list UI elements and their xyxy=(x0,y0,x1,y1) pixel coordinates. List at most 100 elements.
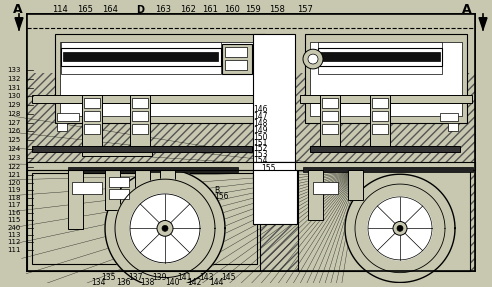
Text: 151: 151 xyxy=(253,139,268,148)
Bar xyxy=(61,42,221,48)
Text: 115: 115 xyxy=(7,217,21,223)
Bar xyxy=(84,111,100,121)
Bar xyxy=(320,96,340,150)
Text: 159: 159 xyxy=(245,5,261,14)
Bar xyxy=(372,124,388,134)
Text: 147: 147 xyxy=(253,112,268,121)
Text: 158: 158 xyxy=(269,5,285,14)
Polygon shape xyxy=(130,194,200,263)
Text: 138: 138 xyxy=(140,278,155,287)
Text: 140: 140 xyxy=(165,278,180,287)
Bar xyxy=(225,47,247,57)
Text: 162: 162 xyxy=(180,5,196,14)
Polygon shape xyxy=(345,174,455,282)
Text: 133: 133 xyxy=(7,67,21,73)
Bar xyxy=(322,124,338,134)
Text: 156: 156 xyxy=(214,192,228,201)
Bar xyxy=(61,48,221,66)
Bar xyxy=(318,42,442,48)
Circle shape xyxy=(308,54,318,64)
Bar xyxy=(253,34,295,162)
Bar xyxy=(370,96,390,150)
Polygon shape xyxy=(115,179,215,278)
Text: 139: 139 xyxy=(153,273,167,282)
Text: 163: 163 xyxy=(155,5,171,14)
Bar xyxy=(32,173,257,264)
Bar xyxy=(303,167,473,172)
Text: 142: 142 xyxy=(187,278,202,287)
Bar xyxy=(308,170,323,220)
Bar xyxy=(63,52,218,61)
Bar xyxy=(57,123,67,131)
Bar xyxy=(109,189,129,199)
Bar xyxy=(61,66,221,74)
Text: 122: 122 xyxy=(7,164,21,170)
Bar xyxy=(27,170,260,271)
Text: 117: 117 xyxy=(7,202,21,208)
Bar xyxy=(322,98,338,108)
Bar xyxy=(105,170,120,210)
Text: 134: 134 xyxy=(91,278,106,287)
Bar xyxy=(82,150,152,156)
Text: 118: 118 xyxy=(7,195,21,201)
Text: 114: 114 xyxy=(52,5,68,14)
Bar xyxy=(440,113,458,121)
Text: 131: 131 xyxy=(7,85,21,91)
Text: 161: 161 xyxy=(202,5,218,14)
Bar xyxy=(135,170,150,195)
Text: 165: 165 xyxy=(77,5,93,14)
Bar xyxy=(320,52,440,61)
Bar xyxy=(222,44,252,74)
Text: 126: 126 xyxy=(7,128,21,134)
Text: 123: 123 xyxy=(7,155,21,161)
Bar xyxy=(225,60,247,70)
Text: A: A xyxy=(13,3,23,16)
Bar xyxy=(109,177,129,187)
Text: 130: 130 xyxy=(7,93,21,99)
Text: 152: 152 xyxy=(253,144,268,153)
Bar xyxy=(32,146,252,152)
Text: 119: 119 xyxy=(7,187,21,193)
Bar xyxy=(300,96,472,103)
Polygon shape xyxy=(479,18,487,30)
Bar xyxy=(298,170,470,271)
Bar xyxy=(84,98,100,108)
Bar xyxy=(60,42,260,116)
Bar xyxy=(82,96,102,150)
Bar xyxy=(160,170,175,188)
Bar xyxy=(68,170,83,229)
Text: 129: 129 xyxy=(7,102,21,108)
Bar xyxy=(27,162,475,170)
Polygon shape xyxy=(15,18,23,30)
Circle shape xyxy=(162,225,168,231)
Text: 112: 112 xyxy=(7,239,21,245)
Bar xyxy=(32,96,257,103)
Text: 149: 149 xyxy=(253,126,268,135)
Text: A: A xyxy=(462,3,472,16)
Bar xyxy=(132,124,148,134)
Bar xyxy=(313,182,338,194)
Bar xyxy=(318,66,442,74)
Bar xyxy=(72,182,102,194)
Text: 143: 143 xyxy=(199,273,214,282)
Text: 125: 125 xyxy=(7,137,21,143)
Polygon shape xyxy=(105,169,225,287)
Bar xyxy=(27,14,475,73)
Polygon shape xyxy=(355,184,445,273)
Text: 153: 153 xyxy=(253,150,268,159)
Text: 146: 146 xyxy=(253,105,268,114)
Text: 150: 150 xyxy=(253,133,268,142)
Text: 148: 148 xyxy=(253,119,268,128)
Circle shape xyxy=(397,225,403,231)
Bar xyxy=(318,48,442,66)
Text: D: D xyxy=(136,5,144,15)
Bar xyxy=(68,167,238,172)
Circle shape xyxy=(157,220,173,236)
Bar xyxy=(27,170,260,271)
Text: B: B xyxy=(214,187,219,195)
Circle shape xyxy=(303,49,323,69)
Text: 116: 116 xyxy=(7,210,21,216)
Text: 144: 144 xyxy=(209,278,224,287)
Text: 124: 124 xyxy=(7,146,21,152)
Bar xyxy=(372,98,388,108)
